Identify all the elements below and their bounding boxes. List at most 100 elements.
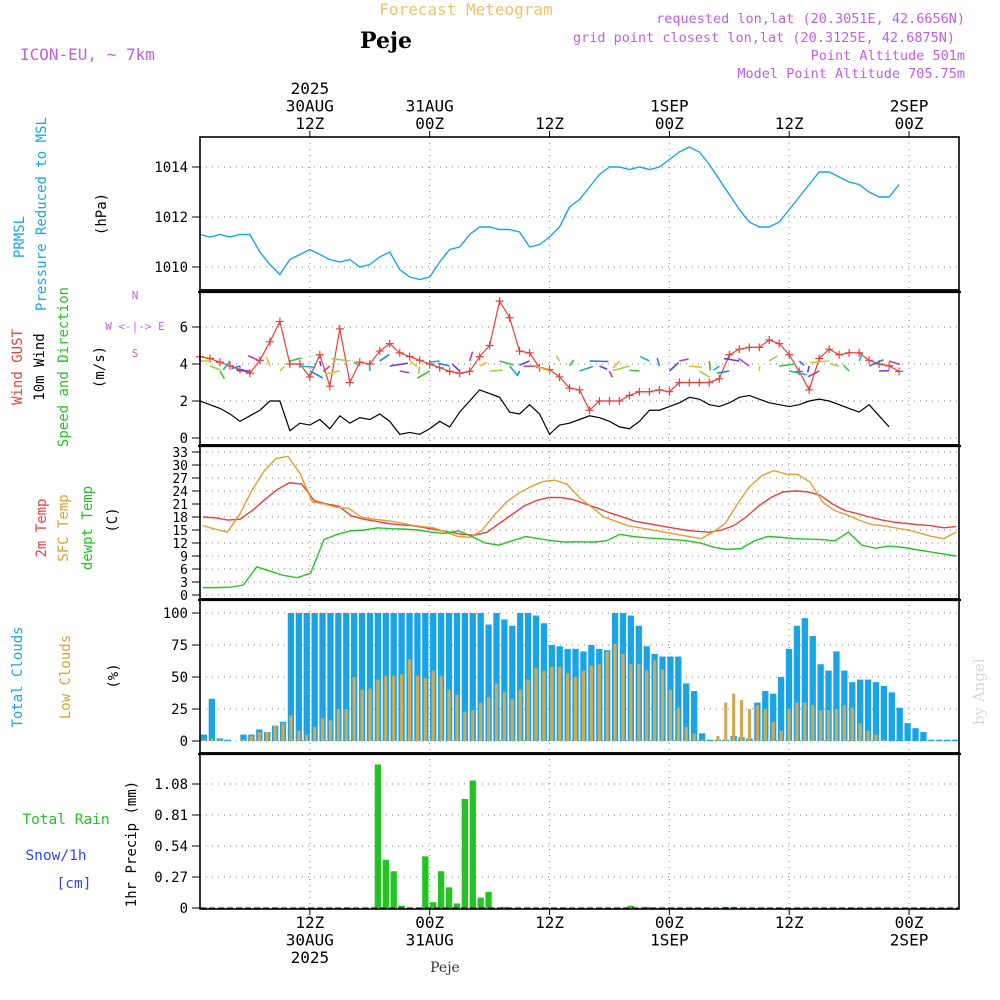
wind-direction-arrow — [579, 365, 594, 372]
wind-direction-arrow — [247, 354, 261, 362]
total-cloud-bar — [896, 707, 903, 741]
grid-point-coords: grid point closest lon,lat (20.3125E, 42… — [573, 30, 955, 46]
rain-bar — [627, 905, 635, 908]
gust-marker — [585, 406, 594, 415]
gust-marker — [355, 358, 364, 367]
rain-bar — [501, 906, 508, 908]
total-cloud-bar — [817, 664, 824, 741]
gust-marker — [645, 387, 654, 396]
wind-direction-arrow — [737, 357, 750, 367]
low-cloud-bar — [352, 677, 356, 741]
low-cloud-bar — [763, 709, 767, 741]
wind-direction-arrow — [353, 361, 361, 367]
total-cloud-bar — [343, 613, 350, 741]
wind-direction-arrow — [599, 365, 608, 370]
wind-direction-arrow — [389, 362, 409, 367]
total-cloud-bar — [295, 613, 302, 741]
gust-marker — [465, 367, 474, 376]
wind-direction-arrow — [499, 360, 514, 366]
total-cloud-bar — [303, 613, 310, 741]
low-cloud-bar — [850, 707, 854, 741]
y-tick-label: 30 — [172, 459, 188, 474]
gust-marker — [885, 361, 894, 370]
wind-direction-arrow — [379, 353, 390, 362]
low-cloud-bar — [755, 705, 759, 741]
panel-frame — [199, 752, 960, 910]
low-cloud-bar — [716, 735, 720, 741]
gust-marker — [635, 387, 644, 396]
wind-direction-arrow — [723, 357, 740, 362]
gust-marker — [325, 382, 334, 391]
time-label-bottom: 00Z — [655, 913, 684, 932]
model-label: ICON-EU, ~ 7km — [20, 45, 155, 64]
gust-marker — [765, 335, 774, 344]
total-cloud-bar — [683, 683, 690, 741]
wind-direction-arrow — [798, 360, 805, 366]
wind-direction-arrow — [322, 365, 331, 373]
wind-direction-arrow — [479, 361, 488, 367]
time-label-top: 30AUG — [286, 97, 334, 116]
compass-west-east: W <-|-> E — [105, 320, 165, 333]
gust-marker — [795, 367, 804, 376]
rain-bar — [374, 764, 382, 908]
point-altitude: Point Altitude 501m — [811, 48, 965, 64]
plot-layer: 1010 1012 1014 PRMSL Pressure Reduced to MSL… — [10, 79, 961, 967]
total-cloud-bar — [453, 613, 461, 741]
model-altitude: Model Point Altitude 705.75m — [737, 66, 965, 82]
wind-direction-arrow — [429, 360, 440, 363]
wind-direction-arrow — [309, 370, 324, 379]
total-cloud-bar — [943, 739, 951, 741]
location-title: Peje — [360, 28, 412, 54]
gust-marker — [775, 339, 784, 348]
chart-title: Forecast Meteogram — [379, 0, 552, 19]
y-tick-label: 1012 — [154, 210, 188, 226]
time-label-top: 31AUG — [406, 97, 454, 116]
requested-coords: requested lon,lat (20.3051E, 42.6656N) — [656, 11, 965, 27]
wind-dir-label: Speed and Direction — [56, 287, 72, 447]
low-cloud-bar — [423, 678, 427, 741]
pressure-label-1: PRMSL — [12, 216, 28, 258]
low-cloud-bar — [676, 707, 680, 741]
low-cloud-bar — [724, 702, 728, 741]
rain-bar — [643, 906, 650, 908]
gust-marker — [755, 343, 764, 352]
total-cloud-bar — [501, 619, 508, 741]
wind-direction-arrow — [236, 369, 250, 372]
low-cloud-bar — [739, 700, 744, 741]
total-cloud-bar — [809, 636, 816, 741]
wind-direction-arrow — [810, 360, 830, 364]
low-cloud-bar — [313, 726, 317, 741]
low-cloud-bar — [510, 698, 514, 741]
low-cloud-bar — [415, 675, 420, 741]
gust-marker — [495, 297, 504, 306]
wind-direction-arrow — [437, 362, 450, 367]
gust-marker — [725, 350, 734, 359]
dewpoint-line — [203, 527, 957, 589]
low-cloud-bar — [660, 669, 665, 741]
low-cloud-bar — [202, 739, 206, 741]
low-cloud-bar — [550, 666, 554, 741]
y-tick-label: 27 — [172, 472, 188, 487]
low-cloud-bar — [629, 664, 633, 741]
low-cloud-bar — [819, 710, 823, 741]
rain-bar — [422, 856, 429, 908]
total-cloud-bar — [951, 739, 959, 741]
total-cloud-bar — [928, 739, 935, 741]
y-tick-label: 18 — [172, 511, 188, 526]
gust-marker — [785, 350, 794, 359]
time-label-top: 12Z — [775, 114, 804, 133]
wind-direction-arrow — [533, 364, 550, 372]
gust-marker — [525, 348, 534, 357]
time-label-bottom: 30AUG — [286, 931, 334, 950]
low-cloud-bar — [637, 664, 641, 741]
low-cloud-bar — [210, 738, 214, 741]
total-cloud-bar — [445, 613, 453, 741]
total-cloud-bar — [374, 613, 382, 741]
wind-direction-arrow — [807, 370, 820, 378]
y-tick-label: 3 — [180, 576, 188, 591]
low-cloud-bar — [858, 723, 862, 741]
rain-bar — [730, 906, 737, 908]
time-label-top: 00Z — [415, 114, 444, 133]
gust-marker — [825, 345, 834, 354]
